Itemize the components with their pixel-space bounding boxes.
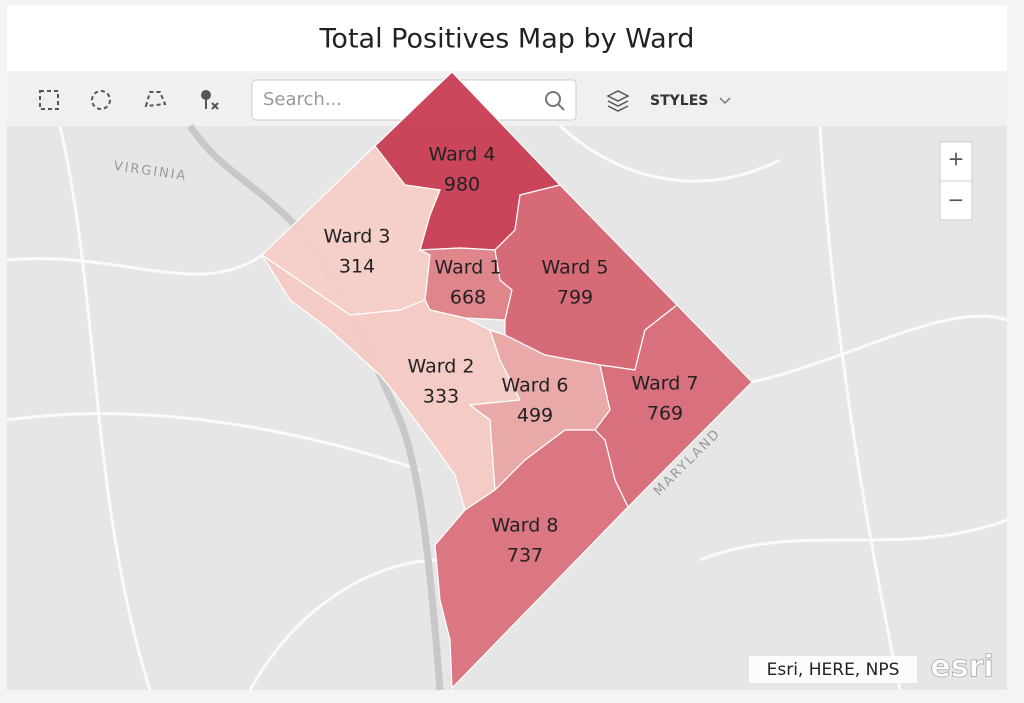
ward-name: Ward 6 (502, 375, 569, 397)
attribution[interactable]: Esri, HERE, NPS (767, 660, 900, 680)
ward-value: 314 (339, 256, 375, 278)
ward-value: 737 (507, 545, 543, 567)
ward-name: Ward 2 (408, 356, 475, 378)
tool-icons (39, 90, 219, 110)
ward-name: Ward 4 (429, 144, 496, 166)
wards-layer: Ward 4 980 Ward 3 314 Ward 1 668 Ward 5 799 Ward… (261, 71, 753, 690)
circle-select[interactable] (91, 90, 111, 110)
ward-name: Ward 7 (632, 373, 699, 395)
ward-name: Ward 3 (324, 226, 391, 248)
search-icon (545, 91, 561, 107)
ward-value: 668 (450, 287, 486, 309)
ward-value: 769 (647, 403, 683, 425)
rect-select[interactable] (39, 90, 59, 110)
ward-value: 333 (423, 386, 459, 408)
zoom-out[interactable]: − (948, 188, 965, 212)
styles-caret (719, 97, 731, 105)
lasso-select[interactable] (144, 91, 167, 108)
ward-value: 499 (517, 405, 553, 427)
clear-icon (205, 99, 219, 110)
ward-name: Ward 5 (542, 257, 609, 279)
layers-icon[interactable] (606, 90, 630, 112)
search-icon-handle (557, 103, 565, 111)
ward-name: Ward 1 (435, 257, 502, 279)
esri-logo: esri (930, 650, 993, 685)
ward-area[interactable] (434, 429, 629, 690)
ward-value: 799 (557, 287, 593, 309)
search-placeholder: Search... (263, 89, 342, 110)
title-bar (7, 5, 1007, 71)
clear-select[interactable] (201, 90, 211, 100)
ward-value: 980 (444, 174, 480, 196)
styles-button[interactable]: STYLES (650, 93, 708, 109)
zoom-in[interactable]: + (948, 147, 965, 171)
ward-name: Ward 8 (492, 515, 559, 537)
attribution-box (749, 656, 917, 683)
title: Total Positives Map by Ward (319, 24, 695, 55)
roads (6, 124, 1008, 691)
